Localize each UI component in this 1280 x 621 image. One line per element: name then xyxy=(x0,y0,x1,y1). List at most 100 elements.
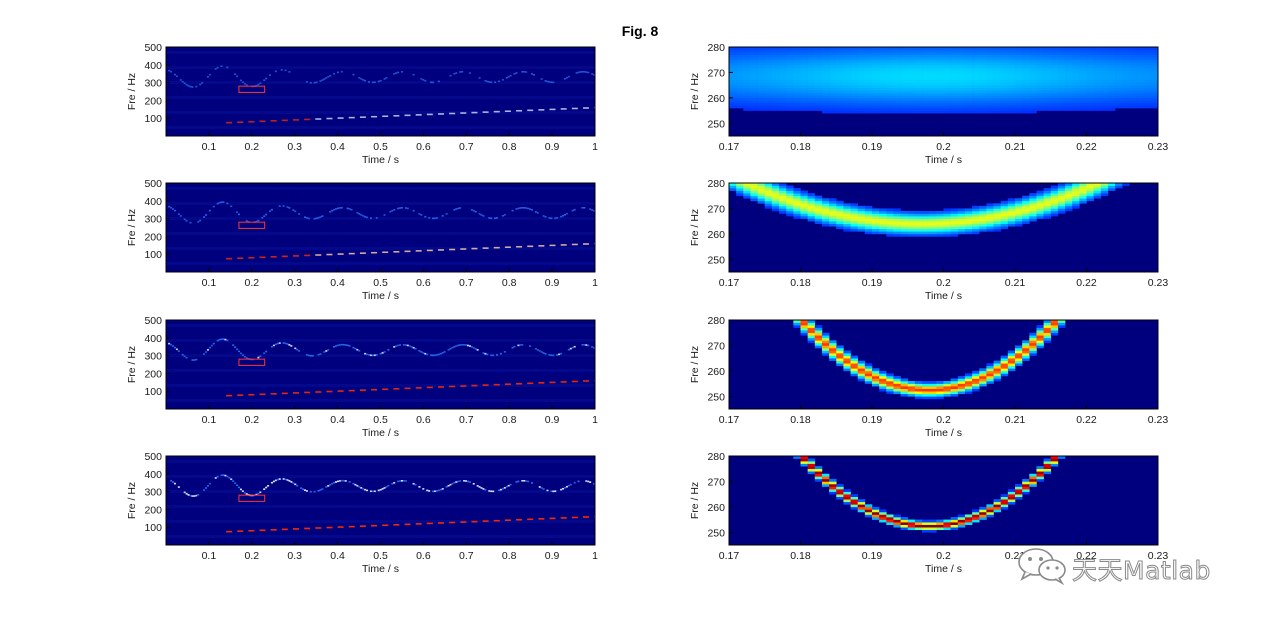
x-tick-label: 0.1 xyxy=(202,414,217,426)
y-tick-label: 400 xyxy=(144,196,162,208)
x-axis-label: Time / s xyxy=(362,290,399,302)
y-tick-label: 100 xyxy=(144,113,162,125)
y-tick-label: 100 xyxy=(144,386,162,398)
x-tick-label: 0.22 xyxy=(1076,277,1097,289)
x-tick-label: 0.7 xyxy=(459,277,474,289)
panel-left-2: 0.1 0.2 0.3 0.4 0.5 0.6 0.7 0.8 0.9 1 100 200 300 400… xyxy=(126,178,600,302)
y-tick-label: 260 xyxy=(707,366,725,378)
x-tick-label: 0.1 xyxy=(202,277,217,289)
x-tick-label: 0.7 xyxy=(459,141,474,153)
x-tick-label: 0.3 xyxy=(287,550,302,562)
figure-title: Fig. 8 xyxy=(622,23,659,39)
x-tick-label: 0.2 xyxy=(244,141,259,153)
x-tick-label: 0.19 xyxy=(862,550,883,562)
y-tick-label: 250 xyxy=(707,254,725,266)
x-tick-label: 0.9 xyxy=(545,141,560,153)
y-tick-label: 260 xyxy=(707,229,725,241)
x-tick-label: 1 xyxy=(592,141,598,153)
x-tick-label: 0.9 xyxy=(545,277,560,289)
y-tick-label: 200 xyxy=(144,368,162,380)
x-tick-label: 1 xyxy=(592,550,598,562)
x-tick-label: 0.18 xyxy=(790,277,811,289)
panel-right-2: 0.17 0.18 0.19 0.2 0.21 0.22 0.23 250 260 270 280 T… xyxy=(689,178,1168,302)
y-tick-label: 500 xyxy=(144,315,162,327)
x-tick-label: 0.17 xyxy=(719,414,740,426)
y-tick-label: 280 xyxy=(707,315,725,327)
x-tick-label: 0.2 xyxy=(936,414,951,426)
x-tick-label: 0.6 xyxy=(416,414,431,426)
y-axis-label: Fre / Hz xyxy=(689,482,701,519)
y-tick-label: 300 xyxy=(144,487,162,499)
x-tick-label: 0.19 xyxy=(862,414,883,426)
x-tick-label: 1 xyxy=(592,277,598,289)
panel-left-3: 0.1 0.2 0.3 0.4 0.5 0.6 0.7 0.8 0.9 1100200300400… xyxy=(126,315,600,439)
y-tick-label: 270 xyxy=(707,340,725,352)
y-tick-label: 400 xyxy=(144,333,162,345)
x-tick-label: 0.8 xyxy=(502,277,517,289)
x-tick-label: 0.7 xyxy=(459,414,474,426)
x-tick-label: 0.22 xyxy=(1076,414,1097,426)
y-tick-label: 280 xyxy=(707,42,725,54)
x-tick-label: 0.4 xyxy=(330,141,345,153)
x-tick-label: 0.6 xyxy=(416,277,431,289)
y-tick-label: 500 xyxy=(144,178,162,190)
y-axis-label: Fre / Hz xyxy=(126,346,138,383)
x-tick-label: 1 xyxy=(592,414,598,426)
y-tick-label: 270 xyxy=(707,203,725,215)
x-tick-label: 0.2 xyxy=(936,277,951,289)
y-axis-label: Fre / Hz xyxy=(126,209,138,246)
y-tick-label: 400 xyxy=(144,469,162,481)
y-tick-label: 280 xyxy=(707,451,725,463)
x-tick-label: 0.8 xyxy=(502,550,517,562)
x-tick-label: 0.19 xyxy=(862,277,883,289)
x-tick-label: 0.18 xyxy=(790,550,811,562)
y-tick-label: 300 xyxy=(144,78,162,90)
y-tick-label: 100 xyxy=(144,249,162,261)
x-axis-label: Time / s xyxy=(925,563,962,575)
x-tick-label: 0.8 xyxy=(502,414,517,426)
y-axis-label: Fre / Hz xyxy=(689,209,701,246)
y-tick-label: 270 xyxy=(707,476,725,488)
y-axis-label: Fre / Hz xyxy=(689,73,701,110)
y-tick-label: 250 xyxy=(707,118,725,130)
x-tick-label: 0.18 xyxy=(790,414,811,426)
x-tick-label: 0.17 xyxy=(719,277,740,289)
watermark-text: 天天Matlab xyxy=(1072,551,1211,587)
y-tick-label: 400 xyxy=(144,60,162,72)
x-tick-label: 0.17 xyxy=(719,550,740,562)
x-tick-label: 0.21 xyxy=(1005,141,1026,153)
x-tick-label: 0.4 xyxy=(330,550,345,562)
x-tick-label: 0.7 xyxy=(459,550,474,562)
y-tick-label: 260 xyxy=(707,93,725,105)
panel-left-4: 0.1 0.2 0.3 0.4 0.5 0.6 0.7 0.8 0.9 1 100 200 300 400… xyxy=(126,451,600,575)
x-tick-label: 0.23 xyxy=(1148,141,1169,153)
spectrogram-content xyxy=(729,47,1158,113)
y-tick-label: 280 xyxy=(707,178,725,190)
x-axis-label: Time / s xyxy=(362,427,399,439)
y-tick-label: 200 xyxy=(144,504,162,516)
y-axis-label: Fre / Hz xyxy=(126,73,138,110)
panel-left-1: 0.1 0.2 0.3 0.4 0.5 0.6 0.7 0.8 0.9 1100200300400… xyxy=(126,42,600,166)
x-axis-label: Time / s xyxy=(362,563,399,575)
x-tick-label: 0.5 xyxy=(373,414,388,426)
y-tick-label: 270 xyxy=(707,67,725,79)
x-tick-label: 0.3 xyxy=(287,141,302,153)
watermark: 天天Matlab xyxy=(1010,545,1250,589)
x-tick-label: 0.1 xyxy=(202,141,217,153)
x-tick-label: 0.8 xyxy=(502,141,517,153)
x-axis-label: Time / s xyxy=(925,154,962,166)
panel-right-1: 0.17 0.18 0.19 0.2 0.21 0.22 0.23 250 260 270 280 T… xyxy=(689,42,1168,166)
x-tick-label: 0.9 xyxy=(545,550,560,562)
y-tick-label: 300 xyxy=(144,351,162,363)
y-tick-label: 200 xyxy=(144,95,162,107)
x-tick-label: 0.2 xyxy=(244,277,259,289)
y-axis-label: Fre / Hz xyxy=(689,346,701,383)
plot-background xyxy=(729,456,1158,545)
x-tick-label: 0.17 xyxy=(719,141,740,153)
y-tick-label: 500 xyxy=(144,42,162,54)
x-tick-label: 0.3 xyxy=(287,414,302,426)
x-tick-label: 0.6 xyxy=(416,550,431,562)
y-axis-label: Fre / Hz xyxy=(126,482,138,519)
x-tick-label: 0.23 xyxy=(1148,414,1169,426)
